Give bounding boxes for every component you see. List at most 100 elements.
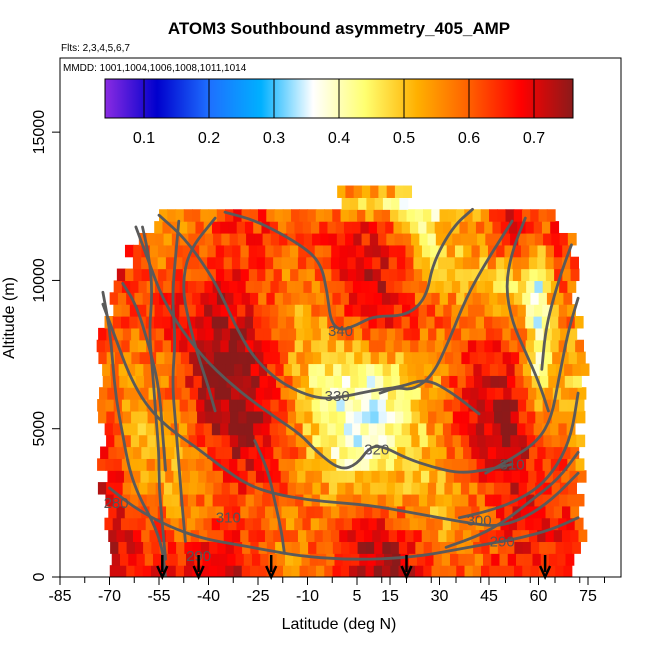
heatmap-cell [296,327,305,341]
heatmap-cell [221,327,231,341]
heatmap-cell [545,529,555,543]
heatmap-cell [456,292,466,305]
heatmap-cell [472,565,482,577]
heatmap-cell [231,256,241,270]
colorbar-tick-label: 0.4 [328,130,350,147]
heatmap-cell [304,327,314,341]
heatmap-cell [244,422,254,436]
heatmap-cell [435,232,445,246]
heatmap-cell [484,304,494,317]
heatmap-cell [558,316,568,329]
heatmap-cell [311,399,321,412]
heatmap-cell [291,209,300,222]
heatmap-cell [486,470,496,483]
heatmap-cell [289,529,299,543]
heatmap-cell [567,280,577,293]
heatmap-cell [319,316,328,329]
theta-contour-line [182,216,217,413]
heatmap-cell [380,529,390,543]
heatmap-cell [235,553,245,566]
heatmap-cell [253,221,263,234]
heatmap-cell [187,316,196,329]
heatmap-cell [535,327,545,341]
heatmap-cell [164,351,174,365]
heatmap-cell [272,387,282,400]
heatmap-cell [349,565,358,577]
heatmap-cell [248,446,258,459]
heatmap-cell [559,399,568,412]
heatmap-cell [199,268,209,282]
heatmap-cell [116,529,126,543]
heatmap-cell [512,529,522,543]
heatmap-cell [505,292,515,305]
heatmap-cell [525,316,535,329]
heatmap-cell [436,410,446,424]
heatmap-cell [352,422,361,436]
heatmap-cell [381,209,391,222]
heatmap-cell [442,517,452,531]
heatmap-cell [347,268,357,282]
heatmap-cell [139,327,149,341]
heatmap-cell [419,482,429,495]
heatmap-cell [339,244,349,258]
heatmap-cell [489,363,499,376]
theta-contour-line [505,216,550,413]
heatmap-cell [366,197,376,210]
heatmap-cell [453,470,463,483]
heatmap-cell [410,280,420,293]
heatmap-cell [114,434,124,448]
heatmap-cell [439,565,449,577]
heatmap-cell [461,327,470,341]
heatmap-cell [115,470,125,483]
heatmap-cell [336,399,346,412]
heatmap-cell [190,446,200,459]
heatmap-cell [496,446,505,459]
heatmap-cell [337,185,347,198]
heatmap-cell [421,446,431,459]
heatmap-cell [365,292,375,305]
heatmap-cell [330,387,339,400]
heatmap-cell [321,470,331,483]
heatmap-cell [263,410,272,424]
heatmap-cell [269,221,279,234]
heatmap-cell [205,482,214,495]
heatmap-cell [485,410,495,424]
heatmap-cell [550,422,559,436]
heatmap-cell [220,399,230,412]
heatmap-cell [306,244,316,258]
heatmap-cell [269,339,279,353]
heatmap-cell [394,434,404,448]
heatmap-cell [476,493,486,507]
heatmap-cell [409,221,419,234]
heatmap-cell [500,422,510,436]
heatmap-cell [220,221,230,234]
heatmap-cell [515,375,525,388]
heatmap-cell [509,304,519,317]
heatmap-cell [385,221,395,234]
heatmap-cell [561,256,571,270]
heatmap-cell [183,209,193,222]
heatmap-cell [451,304,461,317]
heatmap-cell [188,232,198,246]
heatmap-cell [284,553,294,566]
heatmap-cell [291,565,301,577]
heatmap-cell [129,517,139,531]
heatmap-cell [484,221,494,234]
heatmap-cell [176,541,185,554]
heatmap-cell [495,529,505,543]
heatmap-cell [240,244,250,258]
heatmap-cell [495,387,504,400]
heatmap-cell [253,304,263,317]
heatmap-cell [502,351,512,365]
heatmap-cell [494,351,504,365]
theta-contour-line [101,290,167,577]
heatmap-cell [118,541,128,554]
heatmap-cell [312,351,322,365]
heatmap-cell [487,505,497,519]
heatmap-cell [316,565,325,577]
heatmap-cell [327,221,337,234]
heatmap-cell [559,232,569,246]
heatmap-cell [510,482,520,495]
heatmap-cell [223,529,233,543]
heatmap-cell [436,482,445,495]
